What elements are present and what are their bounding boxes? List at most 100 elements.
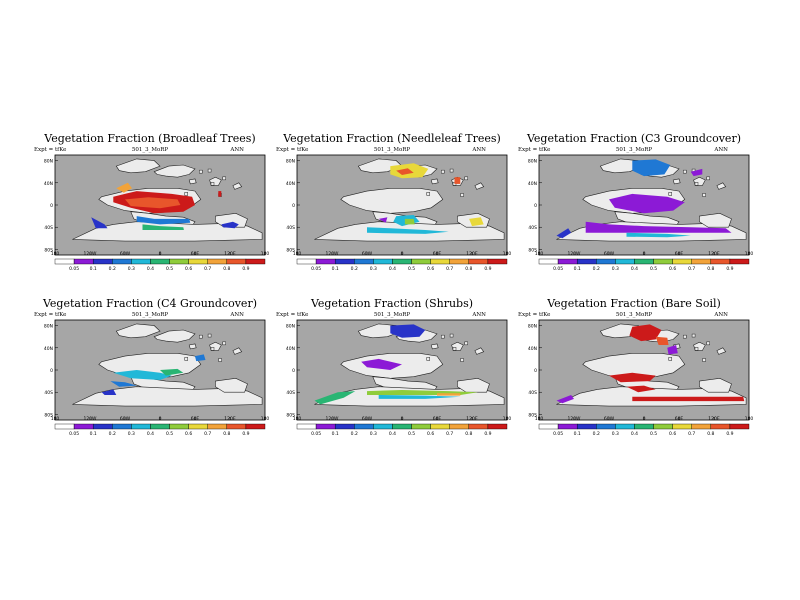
y-tick-label: 40N — [44, 181, 53, 187]
fraction-patch — [390, 324, 426, 338]
colorbar-swatch — [576, 258, 597, 265]
x-tick-label: 120E — [708, 416, 720, 422]
fraction-patch — [378, 395, 461, 399]
fraction-patch — [110, 381, 137, 387]
x-tick-label: 60W — [604, 416, 615, 422]
x-tick-label: 180 — [745, 251, 754, 257]
colorbar-label: 0.5 — [166, 266, 173, 272]
colorbar-swatch — [373, 423, 393, 430]
colorbar-label: 0.3 — [128, 266, 135, 272]
run-label: 501_3_MoRP — [131, 147, 169, 153]
colorbar-label: 0.8 — [223, 431, 230, 437]
y-tick-label: 40S — [528, 225, 537, 231]
y-tick-label: 0 — [50, 368, 53, 374]
island — [441, 334, 445, 339]
y-tick-label: 40S — [528, 390, 537, 396]
colorbar-swatch — [411, 258, 431, 265]
colorbar-label: 0.3 — [370, 431, 377, 437]
fraction-patch — [113, 370, 172, 380]
colorbar-label: 0.2 — [109, 266, 116, 272]
x-tick-label: 180 — [51, 416, 60, 422]
island — [199, 169, 203, 174]
fraction-patch — [195, 354, 206, 362]
panel-title: Vegetation Fraction (C3 Groundcover) — [526, 132, 741, 145]
run-label: 501_3_MoRP — [615, 147, 653, 153]
colorbar-label: 0.7 — [688, 431, 695, 437]
experiment-label: Expt = tfKe — [34, 312, 67, 318]
colorbar-label: 0.1 — [332, 266, 339, 272]
colorbar-label: 0.1 — [332, 431, 339, 437]
colorbar-label: 0.8 — [223, 266, 230, 272]
y-tick-label: 80N — [44, 324, 53, 330]
run-label: 501_3_MoRP — [373, 147, 411, 153]
island — [207, 168, 212, 173]
colorbar-swatch — [392, 423, 412, 430]
y-tick-label: 40N — [286, 181, 295, 187]
colorbar-swatch — [430, 258, 450, 265]
island — [460, 358, 464, 362]
colorbar-label: 0.05 — [311, 431, 321, 437]
land-mass — [232, 347, 243, 355]
island — [426, 357, 430, 361]
x-tick-label: 60E — [191, 416, 200, 422]
colorbar-label: 0.4 — [389, 431, 396, 437]
land-mass — [474, 182, 485, 190]
colorbar-label: 0.8 — [465, 266, 472, 272]
x-tick-label: 60W — [362, 251, 373, 257]
colorbar-swatch — [226, 423, 247, 430]
colorbar: 0.05 0.1 0.2 0.3 0.4 0.5 0.6 0.7 0.8 0.9 — [296, 423, 508, 437]
colorbar-label: 0.6 — [669, 266, 676, 272]
experiment-label: Expt = tfKe — [276, 147, 309, 153]
island — [199, 334, 203, 339]
colorbar-label: 0.9 — [726, 266, 733, 272]
colorbar-label: 0.8 — [707, 266, 714, 272]
island — [210, 347, 215, 351]
colorbar-swatch — [226, 258, 247, 265]
fraction-patch — [469, 217, 484, 227]
fraction-patch — [609, 372, 656, 383]
colorbar-swatch — [672, 258, 692, 265]
land-mass — [232, 182, 243, 190]
island — [694, 182, 699, 186]
colorbar-swatch — [392, 258, 412, 265]
fraction-patch — [585, 221, 732, 233]
colorbar-label: 0.7 — [204, 431, 211, 437]
colorbar-swatch — [354, 258, 374, 265]
panel-title: Vegetation Fraction (Needleleaf Trees) — [283, 132, 501, 145]
fraction-patch — [116, 182, 132, 193]
fraction-patch — [218, 191, 222, 197]
colorbar-label: 0.2 — [109, 431, 116, 437]
period-label: ANN — [472, 312, 486, 318]
colorbar-swatch — [691, 423, 712, 430]
colorbar-swatch — [131, 258, 151, 265]
x-tick-label: 60E — [433, 251, 442, 257]
colorbar-swatch — [315, 423, 336, 430]
period-label: ANN — [230, 147, 244, 153]
fraction-patch — [629, 324, 662, 342]
colorbar-label: 0.2 — [351, 431, 358, 437]
y-tick-label: 80S — [286, 412, 295, 418]
y-tick-label: 80N — [286, 159, 295, 165]
y-tick-label: 80S — [528, 412, 537, 418]
x-tick-label: 180 — [535, 416, 544, 422]
island — [222, 341, 226, 346]
colorbar-swatch — [54, 423, 75, 430]
colorbar-label: 0.2 — [593, 431, 600, 437]
panel-c3-groundcover: Vegetation Fraction (C3 Groundcover) Expt… — [514, 133, 754, 283]
colorbar-swatch — [92, 258, 113, 265]
x-tick-label: 120E — [708, 251, 720, 257]
island — [460, 193, 464, 197]
fraction-patch — [454, 177, 461, 184]
x-tick-label: 0 — [401, 251, 404, 257]
colorbar-swatch — [92, 423, 113, 430]
panel-bare-soil: Vegetation Fraction (Bare Soil) Expt = tf… — [514, 298, 754, 448]
x-tick-label: 120W — [325, 251, 339, 257]
fraction-patch — [690, 168, 703, 177]
y-tick-label: 80S — [286, 247, 295, 253]
island — [706, 341, 710, 346]
island — [702, 193, 706, 197]
colorbar-swatch — [354, 423, 374, 430]
colorbar-swatch — [710, 423, 731, 430]
